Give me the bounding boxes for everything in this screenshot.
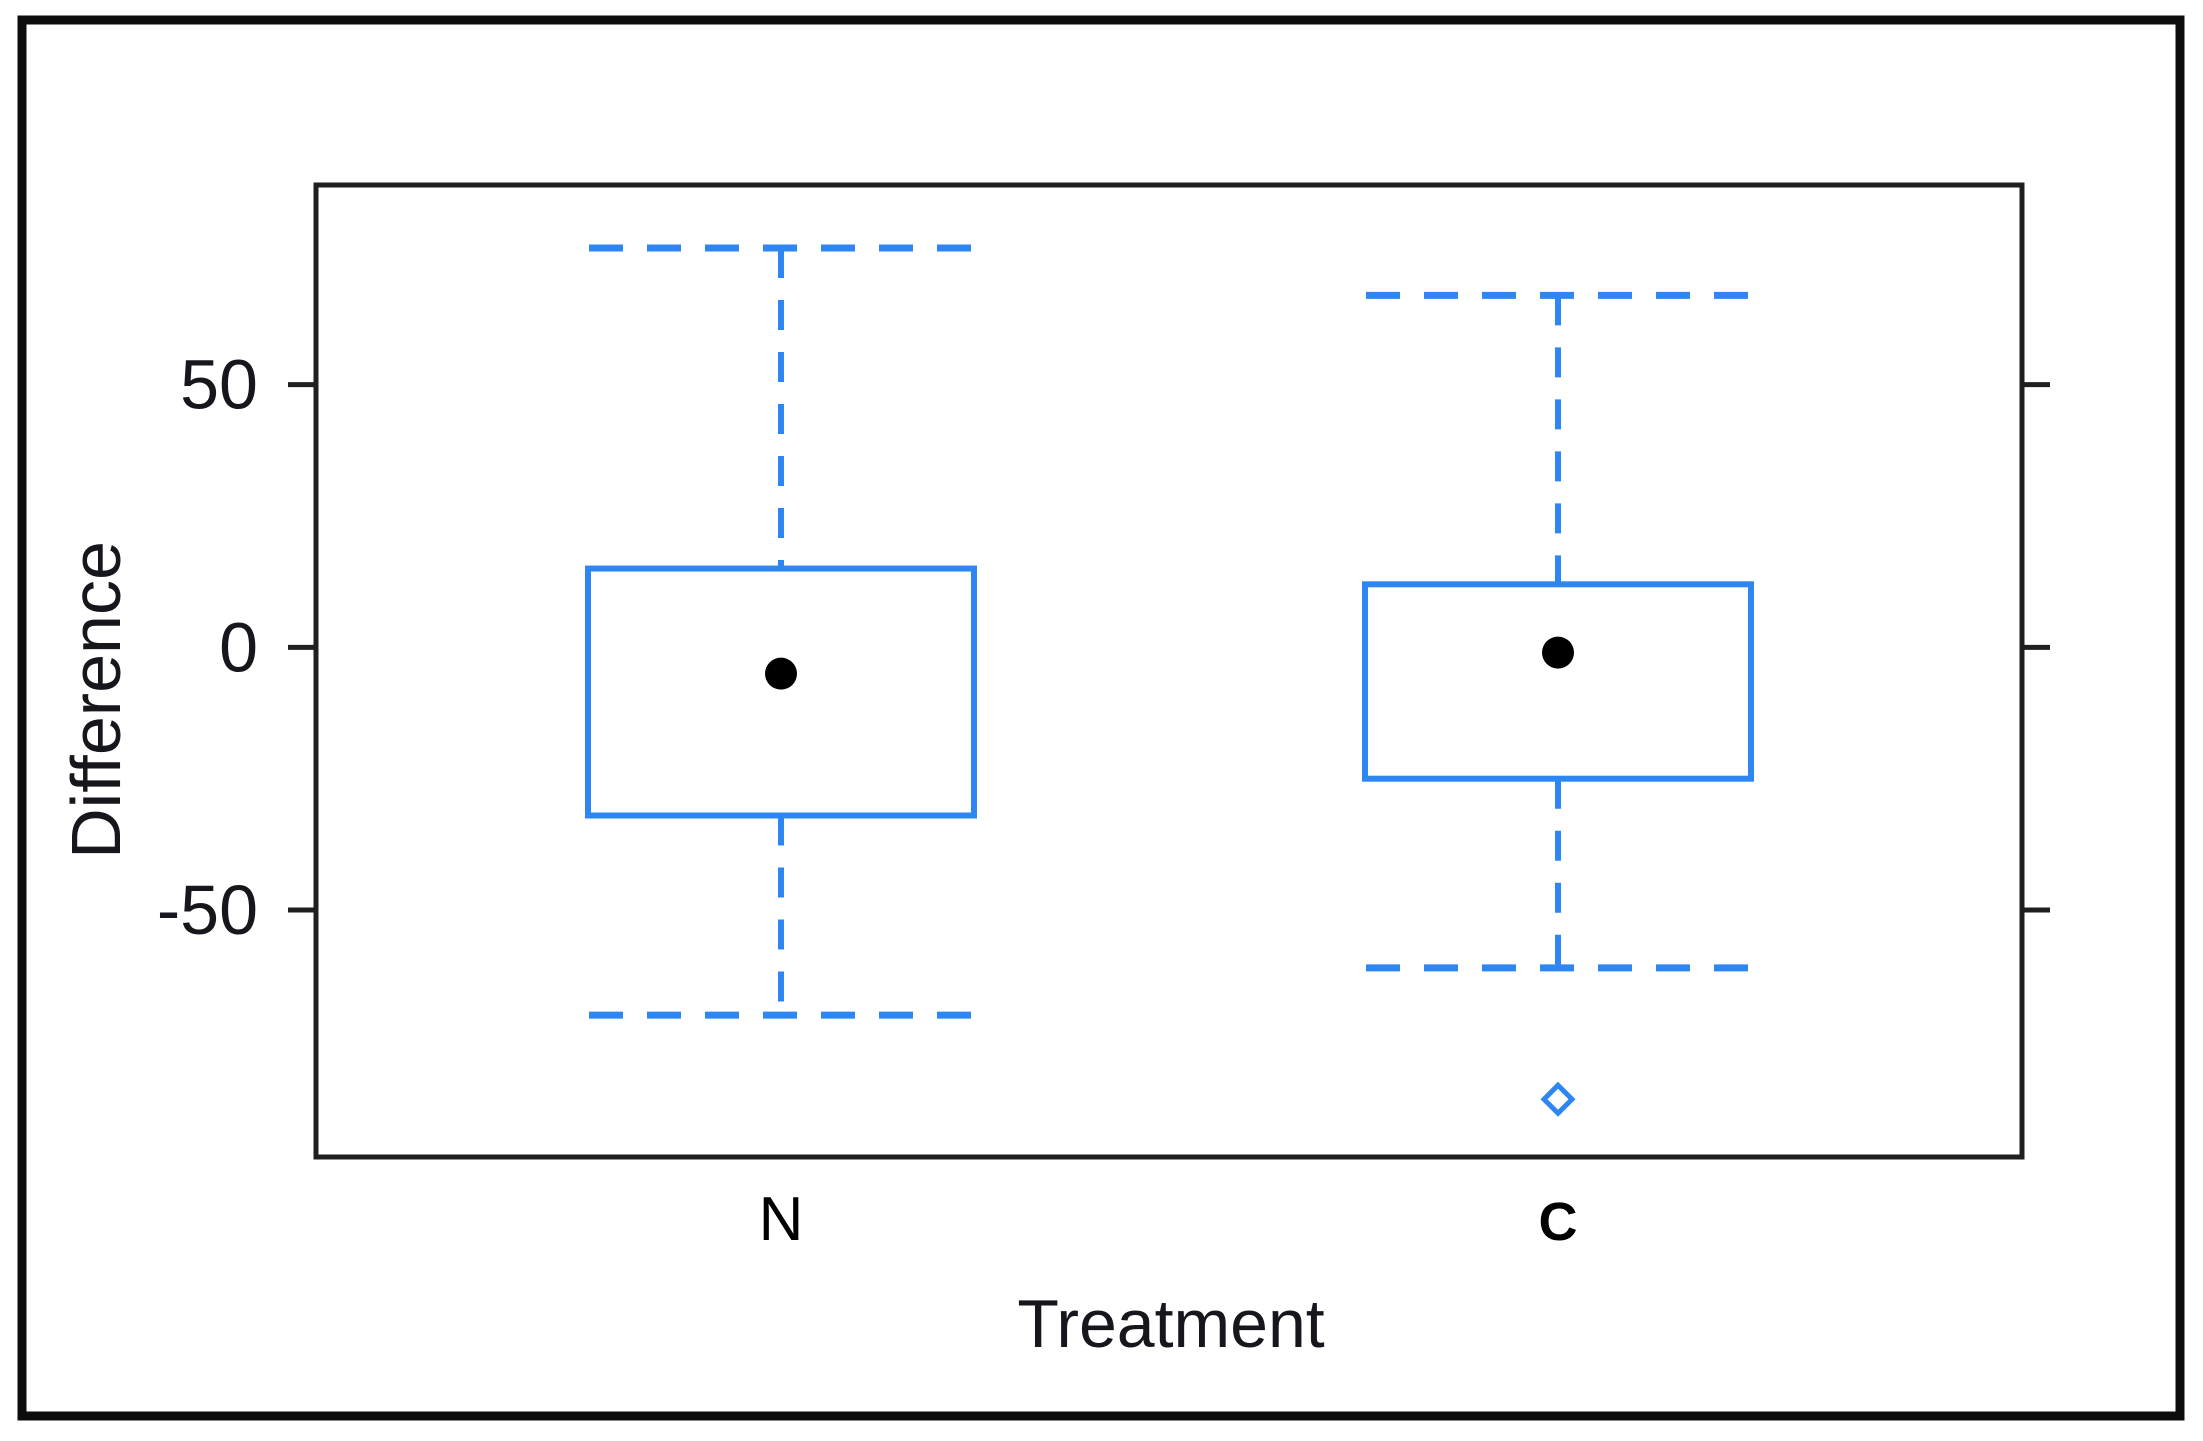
y-tick-label: -50	[157, 871, 258, 949]
plot-area	[313, 182, 2025, 1160]
mean-dot-N	[765, 657, 797, 690]
x-axis-label: Treatment	[1017, 1286, 1324, 1362]
iqr-box-N	[585, 565, 977, 819]
mean-dot-C	[1542, 636, 1574, 669]
iqr-box-C	[1362, 581, 1754, 782]
category-label-C: C	[1539, 1192, 1578, 1252]
y-tick-label: 50	[180, 346, 258, 424]
category-label-N: N	[759, 1185, 804, 1254]
y-axis-label: Difference	[57, 541, 135, 859]
y-tick-label: 0	[219, 608, 258, 686]
figure-border	[17, 15, 2185, 1421]
outlier-point-C	[1540, 1081, 1576, 1117]
